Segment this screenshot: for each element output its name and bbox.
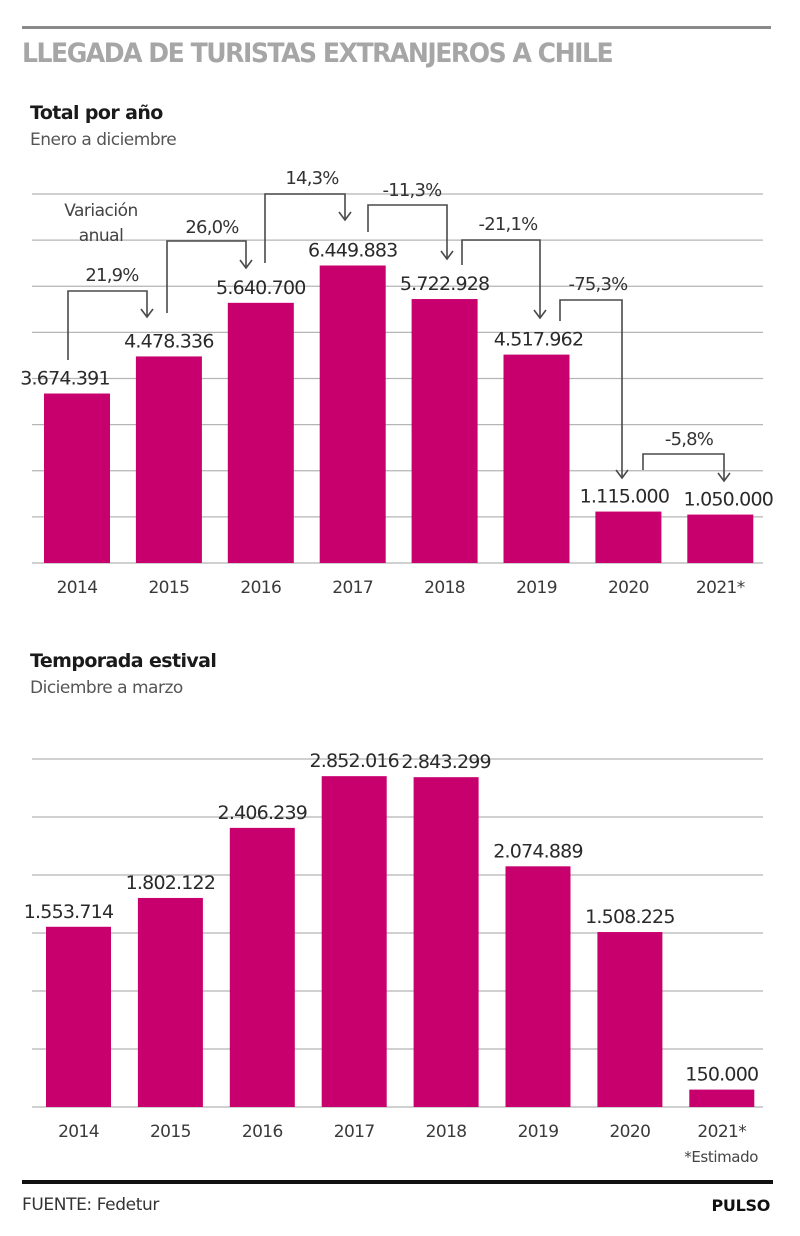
value-label: 5.640.700	[216, 277, 306, 299]
x-tick-label: 2018	[426, 1122, 467, 1142]
bar-2015	[137, 897, 203, 1107]
value-label: 1.553.714	[24, 901, 114, 923]
footnote: *Estimado	[684, 1148, 758, 1166]
value-label: 2.852.016	[309, 750, 399, 772]
page-title: LLEGADA DE TURISTAS EXTRANJEROS A CHILE	[22, 38, 614, 69]
arrow-down-icon	[140, 308, 154, 319]
value-label: 4.478.336	[124, 330, 214, 352]
bar-2016	[227, 302, 294, 563]
x-tick-label: 2015	[148, 578, 189, 598]
bar-2017	[321, 776, 387, 1107]
value-label: 3.674.391	[20, 368, 110, 390]
bar-2020	[597, 932, 663, 1107]
x-tick-label: 2019	[518, 1122, 559, 1142]
variation-bracket	[264, 193, 346, 263]
variation-label: -75,3%	[569, 274, 629, 295]
bar-2019	[505, 866, 571, 1107]
x-tick-label: 2016	[242, 1122, 283, 1142]
bar-2021	[689, 1089, 755, 1107]
value-label: 1.802.122	[126, 872, 216, 894]
arrow-down-icon	[717, 472, 731, 483]
variation-label: 26,0%	[185, 217, 239, 238]
variation-label: 14,3%	[285, 168, 339, 189]
variation-bracket	[461, 239, 541, 318]
bar-2021	[687, 514, 754, 563]
arrow-down-icon	[338, 211, 352, 222]
header-rule	[22, 26, 771, 29]
chart-1-title: Total por año	[30, 102, 163, 124]
bar-2014	[46, 926, 111, 1107]
arrow-down-icon	[533, 309, 547, 320]
value-label: 2.074.889	[493, 840, 583, 862]
variation-label: -5,8%	[665, 429, 714, 450]
source-label: FUENTE: Fedetur	[22, 1195, 159, 1215]
brand-logo: PULSO	[711, 1196, 770, 1215]
arrow-down-icon	[440, 250, 454, 261]
chart-2-subtitle: Diciembre a marzo	[30, 678, 183, 698]
bar-2020	[595, 511, 662, 563]
x-tick-label: 2017	[332, 578, 373, 598]
value-label: 1.115.000	[580, 486, 670, 508]
chart-total-por-ano: 3.674.391 2014 4.478.336 2015 5.640.700 2016 6…	[20, 168, 774, 598]
variation-bracket	[67, 290, 148, 360]
variation-label: -21,1%	[479, 214, 539, 235]
value-label: 5.722.928	[400, 273, 490, 295]
variation-legend-line-2: anual	[79, 226, 124, 246]
value-label: 2.406.239	[218, 802, 308, 824]
bar-2015	[135, 356, 202, 563]
bar-2014	[44, 393, 110, 563]
chart-2-title: Temporada estival	[30, 650, 217, 672]
value-label: 4.517.962	[494, 329, 584, 351]
x-tick-label: 2018	[424, 578, 465, 598]
value-label: 150.000	[685, 1064, 758, 1086]
x-tick-label: 2014	[58, 1122, 99, 1142]
bar-2016	[229, 827, 295, 1107]
x-tick-label: 2021*	[697, 1122, 746, 1142]
x-tick-label: 2021*	[696, 578, 745, 598]
variation-legend-line-1: Variación	[64, 201, 138, 221]
value-label: 1.508.225	[585, 906, 675, 928]
x-tick-label: 2017	[334, 1122, 375, 1142]
x-tick-label: 2019	[516, 578, 557, 598]
x-tick-label: 2016	[240, 578, 281, 598]
bar-2018	[413, 777, 479, 1107]
x-tick-label: 2014	[57, 578, 98, 598]
variation-bracket	[166, 240, 247, 313]
bar-2018	[411, 299, 478, 563]
variation-bracket	[642, 453, 725, 481]
arrow-down-icon	[239, 259, 253, 270]
chart-temporada-estival: 1.553.714 2014 1.802.122 2015 2.406.239 2016 2…	[24, 750, 763, 1142]
arrow-down-icon	[615, 469, 629, 480]
variation-label: -11,3%	[383, 180, 443, 201]
x-tick-label: 2015	[150, 1122, 191, 1142]
bar-2019	[503, 354, 570, 563]
variation-bracket	[559, 299, 623, 478]
x-tick-label: 2020	[609, 1122, 650, 1142]
variation-bracket	[367, 204, 448, 259]
value-label: 2.843.299	[401, 751, 491, 773]
value-label: 1.050.000	[684, 489, 774, 511]
footer-rule	[22, 1180, 773, 1184]
bar-2017	[319, 265, 386, 563]
value-label: 6.449.883	[308, 239, 398, 261]
chart-1-subtitle: Enero a diciembre	[30, 130, 177, 150]
x-tick-label: 2020	[608, 578, 649, 598]
variation-label: 21,9%	[85, 265, 139, 286]
